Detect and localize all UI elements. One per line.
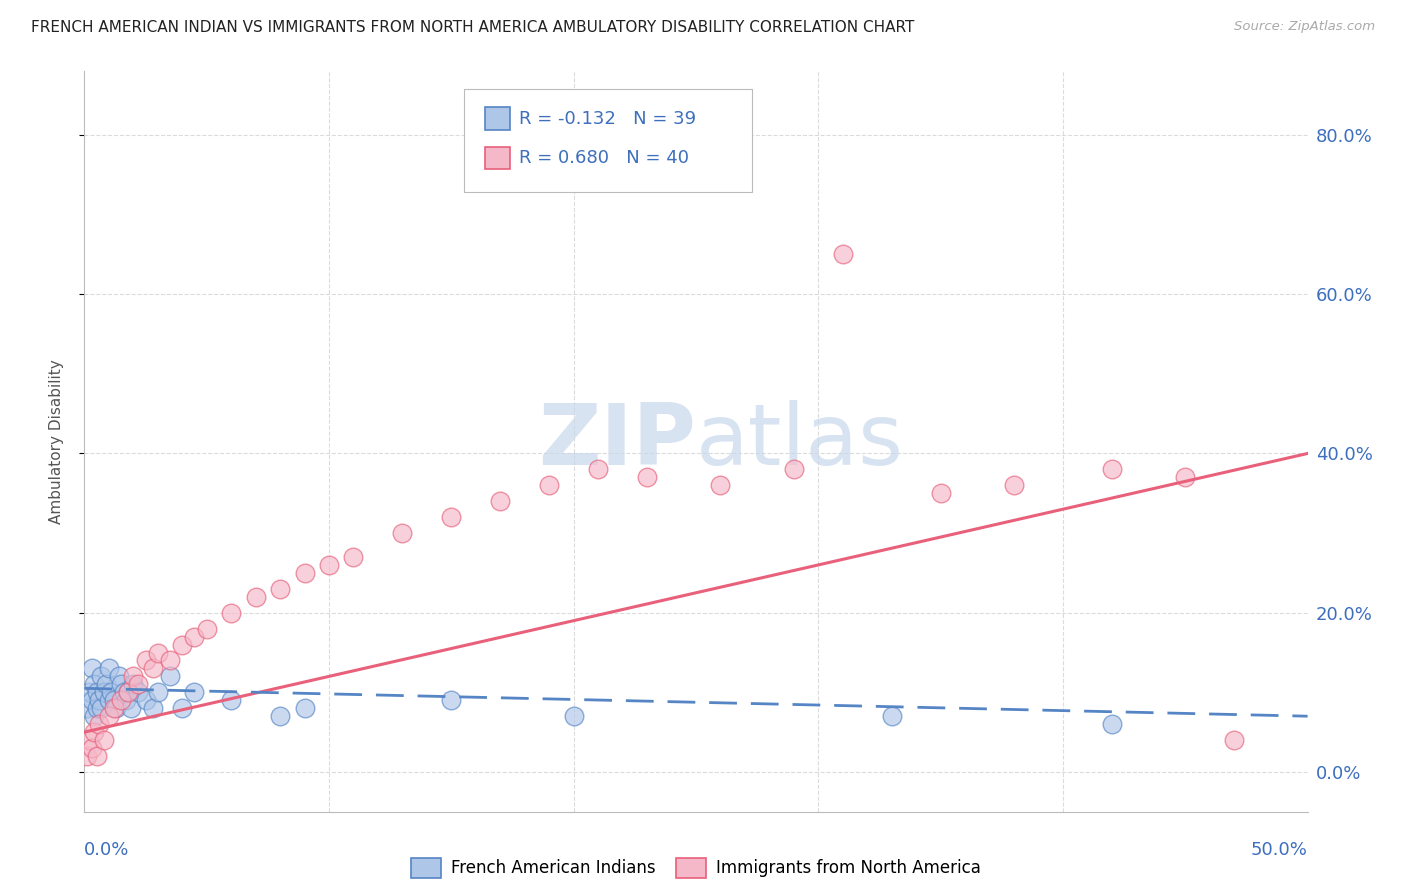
Point — [80, 693, 103, 707]
Text: atlas: atlas — [696, 400, 904, 483]
Legend: French American Indians, Immigrants from North America: French American Indians, Immigrants from… — [405, 851, 987, 885]
Point — [103, 701, 125, 715]
Point — [159, 653, 181, 667]
Point — [294, 701, 316, 715]
Point — [195, 622, 218, 636]
Point — [146, 685, 169, 699]
Point — [831, 247, 853, 261]
Point — [110, 677, 132, 691]
Point — [1002, 478, 1025, 492]
Point — [342, 549, 364, 564]
Point — [146, 646, 169, 660]
Point — [90, 701, 112, 715]
Text: ZIP: ZIP — [538, 400, 696, 483]
Point — [586, 462, 609, 476]
Point — [159, 669, 181, 683]
Point — [87, 693, 110, 707]
Point — [135, 693, 157, 707]
Point — [122, 677, 145, 691]
Point — [80, 661, 103, 675]
Point — [1101, 462, 1123, 476]
Point — [127, 677, 149, 691]
Point — [105, 701, 128, 715]
Y-axis label: Ambulatory Disability: Ambulatory Disability — [49, 359, 63, 524]
Point — [183, 685, 205, 699]
Point — [107, 669, 129, 683]
Point — [538, 478, 561, 492]
Point — [489, 494, 512, 508]
Point — [86, 749, 108, 764]
Point — [219, 606, 242, 620]
Point — [142, 661, 165, 675]
Text: 0.0%: 0.0% — [84, 841, 129, 859]
Point — [142, 701, 165, 715]
Point — [929, 486, 952, 500]
Point — [80, 741, 103, 756]
Point — [77, 685, 100, 699]
Point — [97, 661, 120, 675]
Point — [90, 669, 112, 683]
Point — [135, 653, 157, 667]
Point — [86, 701, 108, 715]
Point — [440, 693, 463, 707]
Point — [245, 590, 267, 604]
Point — [122, 669, 145, 683]
Point — [112, 685, 135, 699]
Text: R = -0.132   N = 39: R = -0.132 N = 39 — [519, 110, 696, 128]
Point — [318, 558, 340, 572]
Text: R = 0.680   N = 40: R = 0.680 N = 40 — [519, 149, 689, 167]
Point — [127, 685, 149, 699]
Point — [294, 566, 316, 580]
Point — [709, 478, 731, 492]
Point — [93, 685, 115, 699]
Text: Source: ZipAtlas.com: Source: ZipAtlas.com — [1234, 20, 1375, 33]
Point — [93, 733, 115, 747]
Point — [76, 701, 98, 715]
Text: 50.0%: 50.0% — [1251, 841, 1308, 859]
Point — [172, 701, 194, 715]
Point — [97, 709, 120, 723]
Point — [783, 462, 806, 476]
Point — [96, 677, 118, 691]
Point — [269, 582, 291, 596]
Point — [117, 685, 139, 699]
Point — [183, 630, 205, 644]
Point — [76, 749, 98, 764]
Point — [636, 470, 658, 484]
Point — [86, 685, 108, 699]
Point — [83, 677, 105, 691]
Point — [219, 693, 242, 707]
Point — [100, 685, 122, 699]
Point — [77, 733, 100, 747]
Point — [391, 526, 413, 541]
Point — [97, 693, 120, 707]
Point — [440, 510, 463, 524]
Point — [120, 701, 142, 715]
Point — [117, 685, 139, 699]
Point — [83, 725, 105, 739]
Point — [172, 638, 194, 652]
Text: FRENCH AMERICAN INDIAN VS IMMIGRANTS FROM NORTH AMERICA AMBULATORY DISABILITY CO: FRENCH AMERICAN INDIAN VS IMMIGRANTS FRO… — [31, 20, 914, 35]
Point — [562, 709, 585, 723]
Point — [87, 717, 110, 731]
Point — [83, 709, 105, 723]
Point — [103, 693, 125, 707]
Point — [269, 709, 291, 723]
Point — [880, 709, 903, 723]
Point — [1223, 733, 1246, 747]
Point — [110, 693, 132, 707]
Point — [1174, 470, 1197, 484]
Point — [1101, 717, 1123, 731]
Point — [115, 693, 138, 707]
